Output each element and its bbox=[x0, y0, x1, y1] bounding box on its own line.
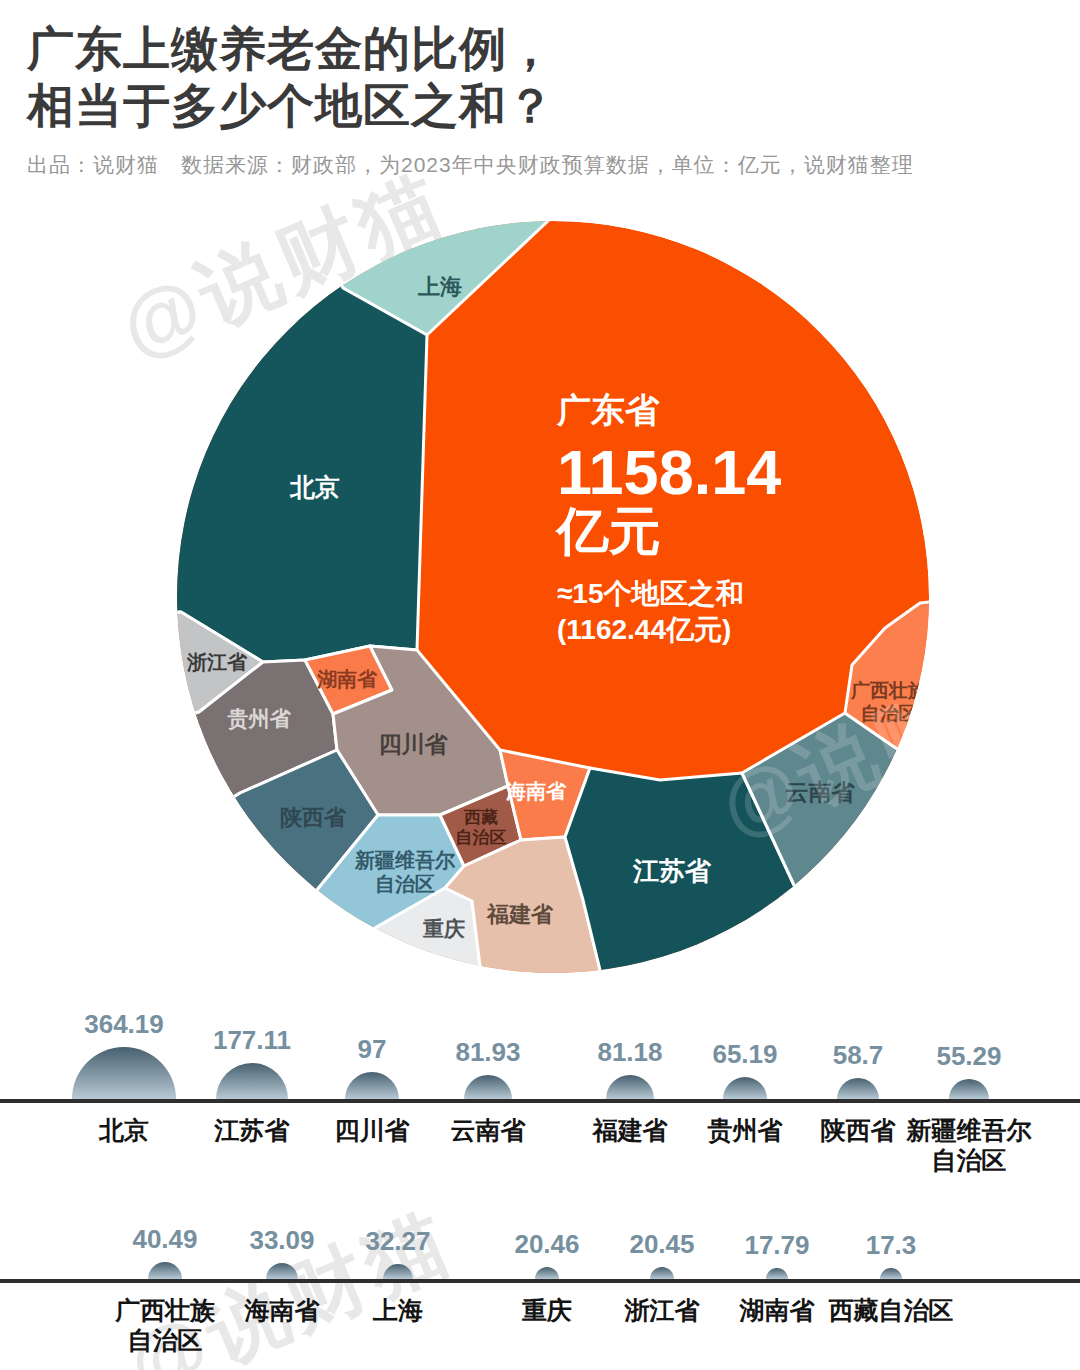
bubble-dome-guangxi bbox=[148, 1262, 182, 1279]
bubble-value-xizang: 17.3 bbox=[811, 1230, 971, 1261]
bubble-dome-hainan bbox=[266, 1263, 298, 1279]
bubble-value-shanghai: 32.27 bbox=[318, 1226, 478, 1257]
row2-baseline bbox=[0, 1279, 1080, 1283]
bubble-dome-guizhou bbox=[723, 1077, 767, 1099]
bubble-label-xinjiang: 新疆维吾尔自治区 bbox=[879, 1115, 1059, 1175]
bubble-dome-beijing bbox=[72, 1047, 176, 1099]
bubble-dome-zhejiang bbox=[650, 1267, 674, 1279]
bubble-dome-shanghai bbox=[383, 1264, 413, 1279]
bubble-dome-sichuan bbox=[345, 1072, 399, 1099]
bubble-dome-fujian bbox=[606, 1075, 654, 1099]
bubble-label-xizang: 西藏自治区 bbox=[801, 1295, 981, 1325]
bubble-value-xinjiang: 55.29 bbox=[889, 1041, 1049, 1072]
bubble-dome-hunan bbox=[766, 1268, 788, 1279]
bubble-dome-jiangsu bbox=[216, 1063, 288, 1099]
bubble-dome-xinjiang bbox=[949, 1079, 989, 1099]
row1-baseline bbox=[0, 1099, 1080, 1103]
bubble-rows-layer: 364.19北京177.11江苏省97四川省81.93云南省81.18福建省65… bbox=[0, 0, 1080, 1370]
bubble-dome-shaanxi bbox=[837, 1078, 879, 1099]
bubble-value-yunnan: 81.93 bbox=[408, 1037, 568, 1068]
bubble-dome-yunnan bbox=[464, 1075, 512, 1099]
bubble-dome-xizang bbox=[880, 1268, 902, 1279]
bubble-dome-chongqing bbox=[535, 1267, 559, 1279]
